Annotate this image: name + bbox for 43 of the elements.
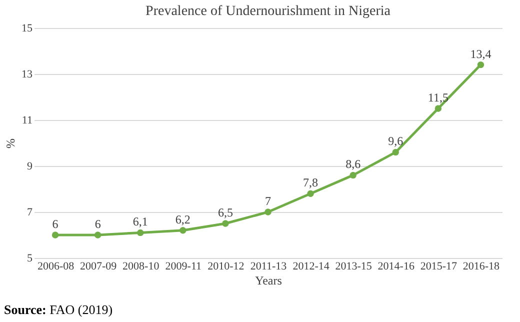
point <box>264 208 272 216</box>
y-tick-label: 7 <box>27 206 33 218</box>
x-tick-label: 2013-15 <box>335 260 372 272</box>
x-tick-label: 2009-11 <box>165 260 202 272</box>
data-label: 7,8 <box>303 176 318 190</box>
point <box>307 190 314 197</box>
data-label: 6 <box>94 217 101 231</box>
x-axis-title: Years <box>255 274 282 288</box>
point <box>222 220 229 227</box>
x-tick-label: 2006-08 <box>37 260 75 272</box>
x-tick-label: 2011-13 <box>250 260 288 272</box>
point <box>350 172 356 179</box>
data-label: 8,6 <box>346 157 361 172</box>
source-note: Source: FAO (2019) <box>4 302 114 318</box>
y-tick-label: 5 <box>27 252 33 264</box>
x-tick-label: 2008-10 <box>122 260 160 272</box>
x-tick-label: 2012-14 <box>292 260 330 272</box>
point <box>434 105 442 112</box>
x-tick-label: 2014-16 <box>378 260 415 272</box>
point <box>52 232 59 238</box>
chart-title: Prevalence of Undernourishment in Nigeria <box>146 4 392 19</box>
data-label: 6,5 <box>218 206 233 220</box>
data-label: 9,6 <box>388 134 404 148</box>
data-label: 11,5 <box>428 90 448 104</box>
data-label: 6,2 <box>175 212 190 226</box>
y-tick-label: 15 <box>22 22 33 34</box>
y-tick-label: 11 <box>22 114 32 126</box>
data-label: 6 <box>52 217 58 231</box>
y-tick-label: 13 <box>22 68 33 80</box>
y-tick-label: 9 <box>27 160 33 172</box>
data-label: 7 <box>265 194 271 208</box>
point <box>180 227 186 234</box>
x-tick-label: 2010-12 <box>208 260 244 272</box>
point <box>94 232 102 238</box>
data-label: 6,1 <box>132 214 148 229</box>
y-axis-title: % <box>4 138 18 148</box>
data-label: 13,4 <box>470 46 492 61</box>
point <box>392 148 399 156</box>
x-tick-label: 2015-17 <box>420 260 458 272</box>
x-tick-label: 2007-09 <box>80 260 118 272</box>
point <box>477 61 484 68</box>
point <box>137 229 144 236</box>
x-tick-label: 2016-18 <box>462 260 500 272</box>
